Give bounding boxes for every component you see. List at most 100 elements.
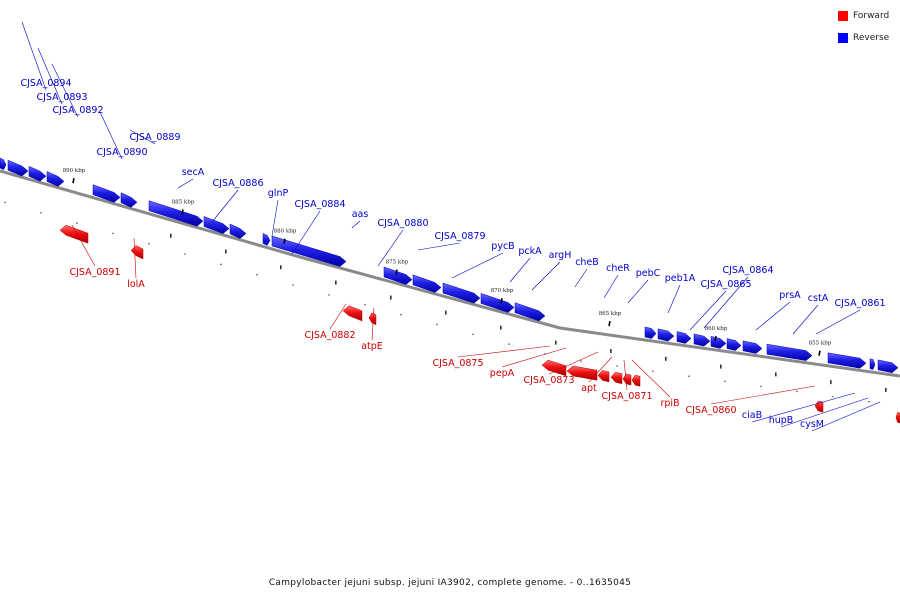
reverse-label-leader	[451, 252, 504, 279]
ruler-dot	[220, 263, 222, 266]
reverse-gene-label: peb1A	[665, 273, 696, 284]
reverse-gene-label: CJSA_0894	[20, 78, 71, 89]
ruler-dot	[508, 343, 510, 345]
forward-gene-arrow	[342, 305, 363, 322]
reverse-gene-label: ciaB	[742, 410, 762, 421]
reverse-gene-label: CJSA_0864	[722, 265, 773, 276]
reverse-gene-label: pebC	[636, 268, 661, 279]
reverse-label-leader	[811, 401, 881, 432]
ruler-tick	[170, 233, 172, 238]
ruler-dot	[364, 303, 366, 306]
reverse-gene-label: glnP	[268, 188, 289, 199]
ruler-dot	[796, 390, 798, 393]
reverse-gene-label: cstA	[808, 293, 829, 304]
ruler-dot	[400, 313, 402, 316]
reverse-gene-arrow	[442, 282, 481, 304]
forward-label-leader	[71, 224, 96, 267]
ruler-dot	[184, 253, 186, 255]
forward-label-leader	[501, 347, 567, 368]
forward-gene-arrow	[130, 245, 144, 260]
reverse-label-leader	[351, 220, 361, 229]
reverse-label-leader	[417, 242, 461, 251]
forward-label-leader	[548, 351, 599, 375]
gene-labels: CJSA_0894 CJSA_0893 CJSA_0892 CJSA_0890 CJSA…	[20, 78, 885, 430]
reverse-label-leader	[531, 261, 561, 291]
kbp-tick-label: 855 kbp	[809, 341, 832, 347]
reverse-label-leader	[51, 63, 79, 118]
reverse-gene-label: argH	[549, 250, 572, 261]
reverse-gene-arrow	[827, 352, 867, 369]
ruler-dot	[436, 323, 438, 326]
forward-label-leader	[710, 385, 816, 405]
forward-gene-label: atpE	[361, 341, 383, 352]
ruler-tick	[720, 364, 722, 369]
ruler-dot	[688, 375, 690, 378]
reverse-gene-arrow	[644, 326, 657, 339]
ruler-dot	[112, 232, 114, 235]
reverse-label-leader	[703, 276, 749, 329]
reverse-gene-label: cheB	[575, 257, 599, 268]
reverse-gene-arrow	[262, 232, 271, 246]
reverse-gene-label: CJSA_0886	[212, 178, 263, 189]
reverse-gene-label: CJSA_0892	[52, 105, 103, 116]
forward-gene-arrow	[631, 374, 641, 387]
reverse-label-leader	[377, 229, 404, 267]
reverse-label-leader	[37, 47, 63, 105]
kbp-tick-mark	[500, 298, 503, 304]
forward-label-leader	[631, 359, 671, 398]
kbp-tick-mark	[395, 269, 398, 275]
ruler-dot	[472, 333, 474, 336]
kbp-tick-mark	[818, 350, 821, 356]
reverse-gene-arrow	[514, 302, 546, 322]
reverse-gene-arrow	[766, 343, 813, 361]
reverse-gene-arrow	[742, 340, 763, 354]
kbp-tick-mark	[72, 178, 75, 184]
reverse-label-leader	[627, 279, 649, 304]
reverse-gene-arrow	[7, 159, 29, 177]
ruler-tick	[390, 295, 392, 300]
ruler-dot	[76, 222, 78, 224]
reverse-label-leader	[689, 290, 727, 331]
reverse-label-leader	[211, 189, 239, 223]
reverse-gene-arrow	[203, 216, 230, 234]
legend-item-forward: Forward	[838, 9, 889, 22]
reverse-gene-arrow	[657, 328, 675, 342]
reverse-label-leader	[792, 304, 819, 335]
minor-tick-dots	[4, 201, 887, 403]
ruler-dot	[616, 365, 618, 367]
kbp-tick-label: 885 kbp	[172, 199, 195, 205]
reverse-gene-label: CJSA_0879	[434, 231, 485, 242]
reverse-gene-label: secA	[182, 167, 205, 178]
reverse-label-leader	[603, 274, 619, 299]
ruler-dot	[868, 400, 870, 403]
forward-gene-label: CJSA_0873	[523, 375, 574, 386]
forward-label-leader	[133, 237, 137, 279]
reverse-gene-arrow	[412, 274, 442, 293]
reverse-gene-label: aas	[352, 209, 369, 220]
kbp-tick-label: 860 kbp	[705, 326, 728, 332]
ruler-tick	[665, 356, 667, 361]
forward-gene-label: CJSA_0871	[601, 391, 652, 402]
forward-gene-label: CJSA_0882	[304, 330, 355, 341]
forward-label-leader	[457, 345, 551, 358]
ruler-dot	[148, 242, 150, 245]
reverse-label-leader	[815, 309, 861, 335]
forward-gene-label: pepA	[490, 368, 515, 379]
reverse-label-leader	[271, 199, 279, 237]
forward-label-leader	[588, 356, 613, 383]
reverse-gene-arrow	[480, 293, 515, 313]
reverse-label-leader	[667, 284, 681, 314]
forward-gene-label: CJSA_0891	[69, 267, 120, 278]
ruler-tick	[555, 340, 557, 345]
reverse-gene-arrow	[383, 266, 413, 285]
reverse-gene-arrow	[229, 223, 247, 239]
reverse-gene-arrow	[271, 235, 347, 267]
ruler-dot	[760, 385, 762, 388]
reverse-gene-arrow	[46, 171, 65, 187]
reverse-gene-label: prsA	[779, 290, 801, 301]
ruler-tick	[280, 265, 282, 270]
ruler-tick	[500, 325, 502, 330]
kbp-tick-label: 890 kbp	[63, 168, 86, 174]
forward-gene-arrow	[59, 224, 89, 244]
reverse-gene-label: CJSA_0865	[700, 279, 751, 290]
